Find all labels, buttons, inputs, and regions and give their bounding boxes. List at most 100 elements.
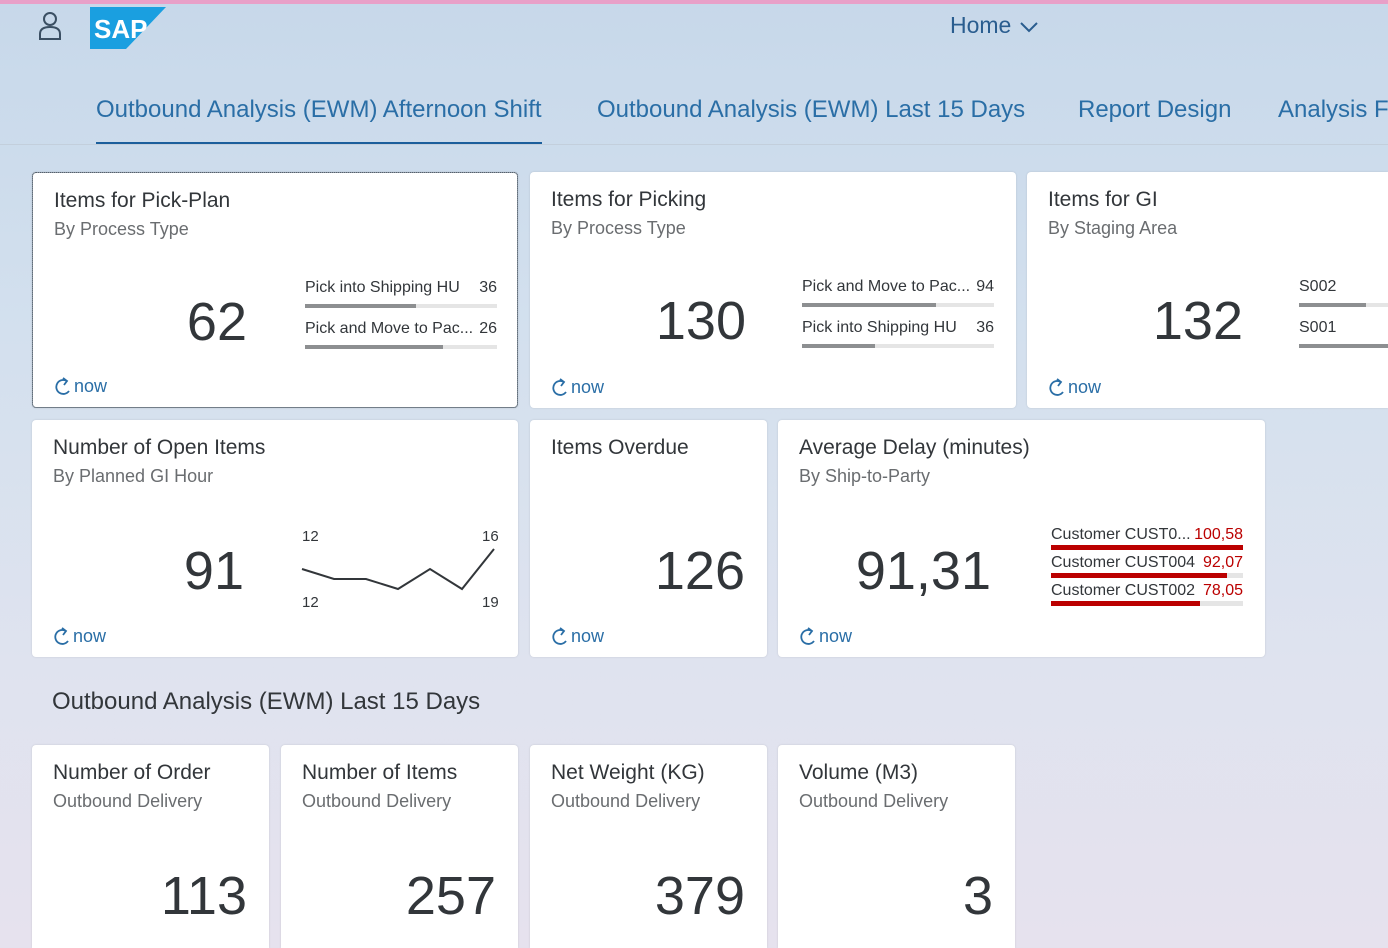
comparison-row: Pick into Shipping HU 36 — [802, 319, 994, 360]
refresh-link[interactable]: now — [54, 376, 107, 397]
kpi-value: 257 — [405, 866, 496, 926]
refresh-icon — [54, 627, 69, 645]
tile-subtitle: By Ship-to-Party — [799, 466, 931, 486]
tile-title: Items for Picking — [551, 188, 707, 211]
comparison-row: Pick and Move to Pac... 94 — [802, 278, 994, 319]
comparison-value: 92,07 — [1202, 554, 1243, 571]
comparison-bar — [802, 303, 937, 307]
tile-items-picking[interactable]: Items for Picking By Process Type 130 Pi… — [530, 172, 1016, 408]
kpi-value: 3 — [962, 866, 993, 926]
comparison-chart: Pick and Move to Pac... 94 Pick into Shi… — [802, 278, 994, 360]
tile-subtitle: Outbound Delivery — [53, 791, 203, 811]
comparison-bar — [1051, 545, 1243, 550]
comparison-bar-track — [1299, 344, 1388, 348]
tab-afternoon-shift[interactable]: Outbound Analysis (EWM) Afternoon Shift — [96, 96, 542, 145]
refresh-icon — [1049, 378, 1064, 396]
comparison-bar-track — [305, 304, 497, 308]
refresh-label: now — [74, 376, 108, 396]
line-chart-bottom-left-label: 12 — [302, 594, 319, 611]
comparison-row: Pick into Shipping HU 36 — [305, 279, 497, 320]
tile-subtitle: By Planned GI Hour — [53, 466, 214, 486]
refresh-label: now — [1068, 377, 1102, 397]
comparison-bar-track — [1051, 545, 1243, 550]
tile-title: Number of Order — [53, 761, 211, 784]
tile-subtitle: By Process Type — [551, 218, 686, 238]
tile-average-delay[interactable]: Average Delay (minutes) By Ship-to-Party… — [778, 420, 1265, 657]
refresh-icon — [800, 627, 815, 645]
comparison-row: S001 — [1299, 319, 1388, 360]
tab-analysis[interactable]: Analysis F — [1278, 96, 1388, 123]
comparison-label: S002 — [1299, 278, 1337, 295]
top-accent-bar — [0, 0, 1388, 4]
tab-bar-divider — [0, 144, 1388, 145]
tile-subtitle: By Staging Area — [1048, 218, 1178, 238]
comparison-row: Customer CUST002 78,05 — [1051, 582, 1243, 610]
refresh-icon — [552, 378, 567, 396]
home-menu-button[interactable]: Home — [950, 12, 1039, 39]
comparison-bar — [1051, 601, 1200, 606]
comparison-bar — [305, 345, 444, 349]
comparison-row: S002 — [1299, 278, 1388, 319]
comparison-value: 100,58 — [1194, 526, 1243, 543]
comparison-label: Customer CUST002 — [1051, 582, 1196, 599]
comparison-bar-track — [1051, 573, 1243, 578]
comparison-value: 36 — [479, 279, 497, 296]
tab-report-design[interactable]: Report Design — [1078, 96, 1232, 123]
line-chart-top-left-label: 12 — [302, 528, 319, 545]
tile-volume[interactable]: Volume (M3) Outbound Delivery 3 — [778, 745, 1015, 948]
comparison-bar-track — [305, 345, 497, 349]
kpi-value: 91,31 — [855, 541, 991, 601]
refresh-link[interactable]: now — [799, 626, 852, 647]
tile-title: Number of Items — [302, 761, 458, 784]
refresh-label: now — [819, 626, 853, 646]
user-icon[interactable] — [38, 10, 62, 40]
tab-last-15-days[interactable]: Outbound Analysis (EWM) Last 15 Days — [597, 96, 1026, 123]
chevron-down-icon — [1020, 21, 1039, 32]
comparison-bar — [802, 344, 875, 348]
comparison-row: Pick and Move to Pac... 26 — [305, 320, 497, 361]
tile-title: Items for GI — [1048, 188, 1158, 211]
refresh-icon — [55, 377, 70, 395]
sap-logo-text: SAP — [94, 14, 147, 44]
tile-net-weight[interactable]: Net Weight (KG) Outbound Delivery 379 — [530, 745, 767, 948]
kpi-value: 379 — [654, 866, 745, 926]
tile-title: Volume (M3) — [799, 761, 919, 784]
tile-subtitle: Outbound Delivery — [799, 791, 949, 811]
tile-open-items[interactable]: Number of Open Items By Planned GI Hour … — [32, 420, 518, 657]
comparison-bar-track — [802, 303, 994, 307]
refresh-link[interactable]: now — [1048, 377, 1101, 398]
tile-title: Items for Pick-Plan — [54, 189, 231, 212]
comparison-chart: Pick into Shipping HU 36 Pick and Move t… — [305, 279, 497, 361]
tile-title: Net Weight (KG) — [551, 761, 705, 784]
line-chart — [301, 548, 495, 591]
tile-items-overdue[interactable]: Items Overdue 126 now — [530, 420, 767, 657]
tile-items-pick-plan[interactable]: Items for Pick-Plan By Process Type 62 P… — [32, 172, 518, 408]
tile-title: Items Overdue — [551, 436, 689, 459]
refresh-link[interactable]: now — [53, 626, 106, 647]
kpi-value: 62 — [186, 292, 247, 352]
comparison-label: S001 — [1299, 319, 1337, 336]
section-title: Outbound Analysis (EWM) Last 15 Days — [52, 688, 481, 715]
tile-number-of-items[interactable]: Number of Items Outbound Delivery 257 — [281, 745, 518, 948]
tile-number-of-order[interactable]: Number of Order Outbound Delivery 113 — [32, 745, 269, 948]
kpi-value: 113 — [160, 866, 247, 926]
comparison-label: Pick and Move to Pac... — [305, 320, 474, 337]
kpi-value: 126 — [654, 541, 745, 601]
home-label: Home — [950, 12, 1012, 38]
comparison-row: Customer CUST004 92,07 — [1051, 554, 1243, 582]
comparison-label: Pick into Shipping HU — [305, 279, 460, 296]
kpi-value: 91 — [183, 541, 244, 601]
refresh-link[interactable]: now — [551, 626, 604, 647]
kpi-value: 130 — [655, 291, 746, 351]
refresh-label: now — [571, 377, 605, 397]
refresh-link[interactable]: now — [551, 377, 604, 398]
shell-header: SAP Home — [0, 4, 1388, 60]
line-chart-bottom-right-label: 19 — [482, 594, 499, 611]
line-chart-top-right-label: 16 — [482, 528, 499, 545]
tile-items-gi[interactable]: Items for GI By Staging Area 132 S002 S0… — [1027, 172, 1388, 408]
comparison-chart: S002 S001 — [1299, 278, 1388, 360]
refresh-label: now — [73, 626, 107, 646]
comparison-label: Pick into Shipping HU — [802, 319, 957, 336]
sap-logo[interactable]: SAP — [90, 7, 166, 49]
comparison-value: 36 — [976, 319, 994, 336]
